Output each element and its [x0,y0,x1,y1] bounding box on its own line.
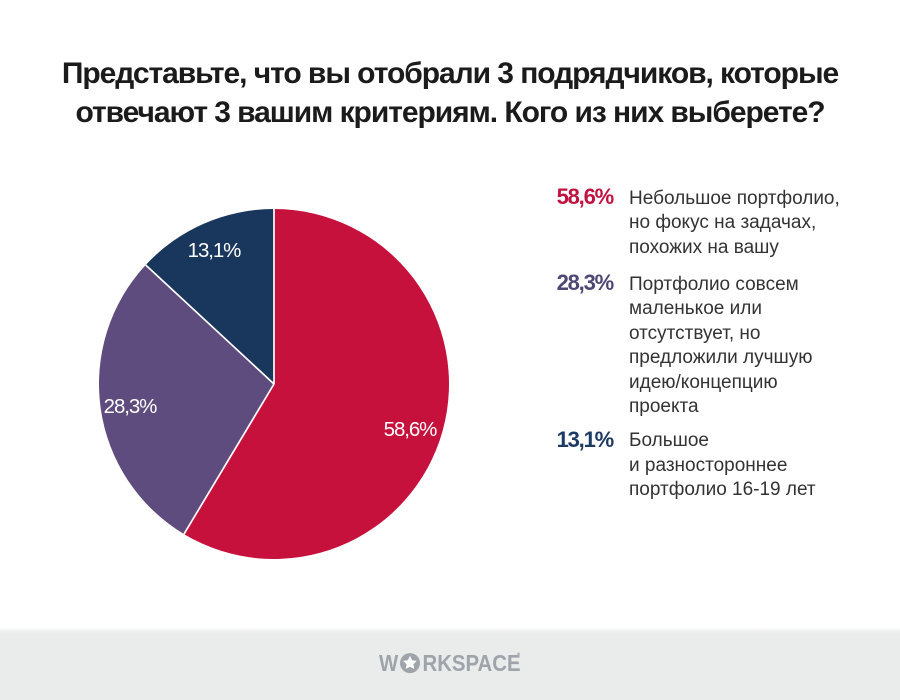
svg-text:RKSPACE: RKSPACE [423,651,521,676]
svg-text:W: W [379,651,399,676]
